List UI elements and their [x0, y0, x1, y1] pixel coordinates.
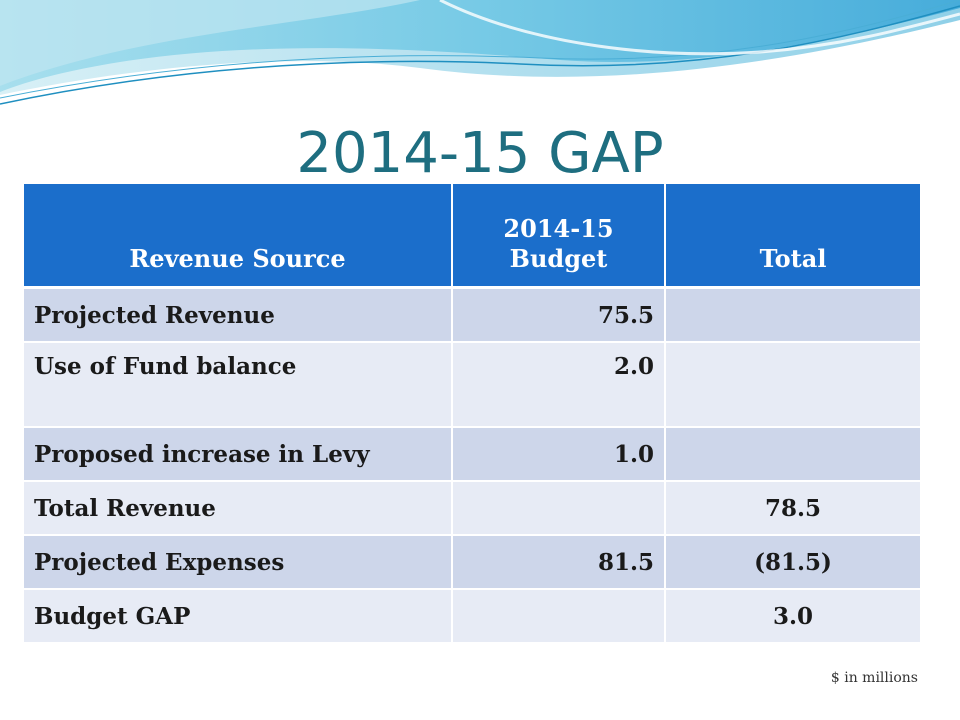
header-budget-label: Budget: [509, 244, 608, 273]
row-label: Projected Revenue: [24, 289, 453, 343]
header-revenue-source: Revenue Source: [24, 184, 453, 289]
row-total: [666, 428, 920, 482]
row-budget: 1.0: [453, 428, 666, 482]
row-total: (81.5): [666, 536, 920, 590]
row-label: Proposed increase in Levy: [24, 428, 453, 482]
row-label: Use of Fund balance: [24, 343, 453, 428]
header-budget-year: 2014-15: [503, 214, 614, 243]
table-row: Budget GAP 3.0: [24, 590, 920, 644]
table-row: Projected Expenses 81.5 (81.5): [24, 536, 920, 590]
row-total: [666, 343, 920, 428]
row-label: Projected Expenses: [24, 536, 453, 590]
units-footnote: $ in millions: [830, 670, 918, 686]
row-label: Total Revenue: [24, 482, 453, 536]
row-budget: 2.0: [453, 343, 666, 428]
table-row: Total Revenue 78.5: [24, 482, 920, 536]
header-budget: 2014-15 Budget: [453, 184, 666, 289]
row-budget: 75.5: [453, 289, 666, 343]
row-total: [666, 289, 920, 343]
row-budget: [453, 482, 666, 536]
row-total: 78.5: [666, 482, 920, 536]
table-row: Projected Revenue 75.5: [24, 289, 920, 343]
row-label: Budget GAP: [24, 590, 453, 644]
slide-title: 2014-15 GAP: [296, 121, 664, 186]
gap-table: Revenue Source 2014-15 Budget Total Proj…: [24, 184, 920, 644]
row-budget: [453, 590, 666, 644]
table-row: Proposed increase in Levy 1.0: [24, 428, 920, 482]
table-header-row: Revenue Source 2014-15 Budget Total: [24, 184, 920, 289]
table-row: Use of Fund balance 2.0: [24, 343, 920, 428]
row-budget: 81.5: [453, 536, 666, 590]
wave-decoration: [0, 0, 960, 105]
row-total: 3.0: [666, 590, 920, 644]
header-total: Total: [666, 184, 920, 289]
